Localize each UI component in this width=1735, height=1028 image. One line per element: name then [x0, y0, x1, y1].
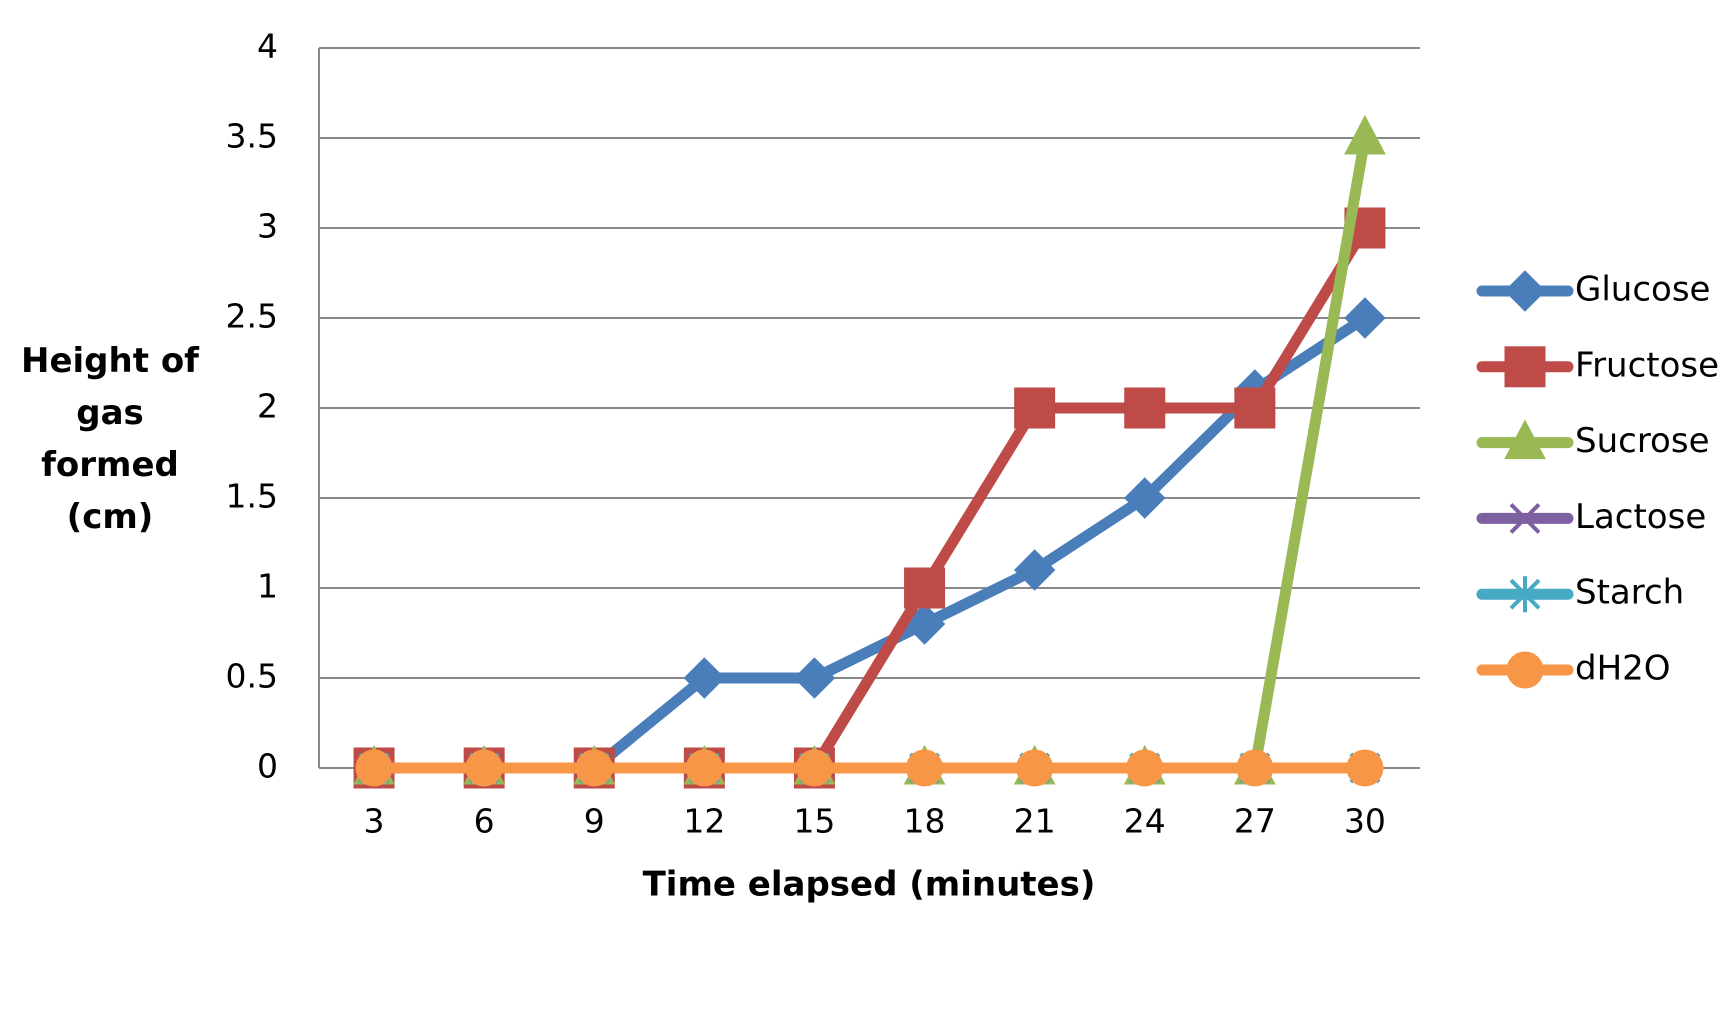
data-point	[906, 749, 944, 787]
legend-marker	[1504, 270, 1546, 312]
data-point	[795, 749, 833, 787]
x-tick-label: 21	[1014, 802, 1056, 841]
data-point	[1124, 387, 1166, 429]
x-tick-label: 12	[683, 802, 725, 841]
x-tick-label: 6	[474, 802, 495, 841]
data-point	[683, 657, 726, 699]
x-tick-label: 18	[904, 802, 946, 841]
legend-marker	[1504, 419, 1546, 460]
x-tick-label: 15	[793, 802, 835, 841]
legend-marker	[1504, 346, 1546, 388]
data-point	[355, 749, 393, 787]
x-tick-label: 27	[1234, 802, 1276, 841]
x-tick-label: 24	[1124, 802, 1166, 841]
data-point	[1344, 114, 1386, 155]
legend-label: Fructose	[1575, 345, 1719, 385]
data-point	[575, 749, 613, 787]
y-tick-label: 3	[257, 207, 278, 246]
legend-label: Lactose	[1575, 497, 1706, 537]
data-point	[1014, 387, 1056, 429]
data-point	[1013, 549, 1056, 591]
legend-label: Sucrose	[1575, 421, 1710, 461]
series-line	[374, 313, 1368, 774]
data-point	[1234, 387, 1276, 429]
y-tick-label: 4	[257, 27, 278, 66]
data-point	[1124, 477, 1166, 519]
y-tick-label: 0	[257, 747, 278, 786]
y-tick-label: 3.5	[226, 117, 278, 156]
y-tick-label: 2.5	[226, 297, 278, 336]
data-point	[685, 749, 723, 787]
x-axis-title: Time elapsed (minutes)	[643, 865, 1096, 905]
y-tick-label: 0.5	[226, 657, 278, 696]
data-point	[1346, 749, 1384, 787]
legend-label: dH2O	[1575, 649, 1671, 689]
data-point	[1126, 749, 1164, 787]
legend-label: Glucose	[1575, 270, 1710, 310]
legend-label: Starch	[1575, 573, 1684, 613]
data-point	[465, 749, 503, 787]
x-tick-label: 3	[364, 802, 385, 841]
y-tick-label: 2	[257, 387, 278, 426]
y-axis-title: Height of gas formed (cm)	[21, 341, 199, 537]
data-point	[1016, 749, 1054, 787]
x-tick-label: 30	[1344, 802, 1386, 841]
legend-marker	[1509, 502, 1541, 534]
x-tick-label: 9	[584, 802, 605, 841]
data-point	[1236, 749, 1274, 787]
legend-marker	[1509, 576, 1541, 613]
legend-marker	[1506, 651, 1544, 689]
data-point	[793, 657, 836, 699]
y-tick-label: 1	[257, 567, 278, 606]
y-tick-label: 1.5	[226, 477, 278, 516]
data-point	[904, 567, 946, 609]
data-point	[1344, 297, 1386, 339]
